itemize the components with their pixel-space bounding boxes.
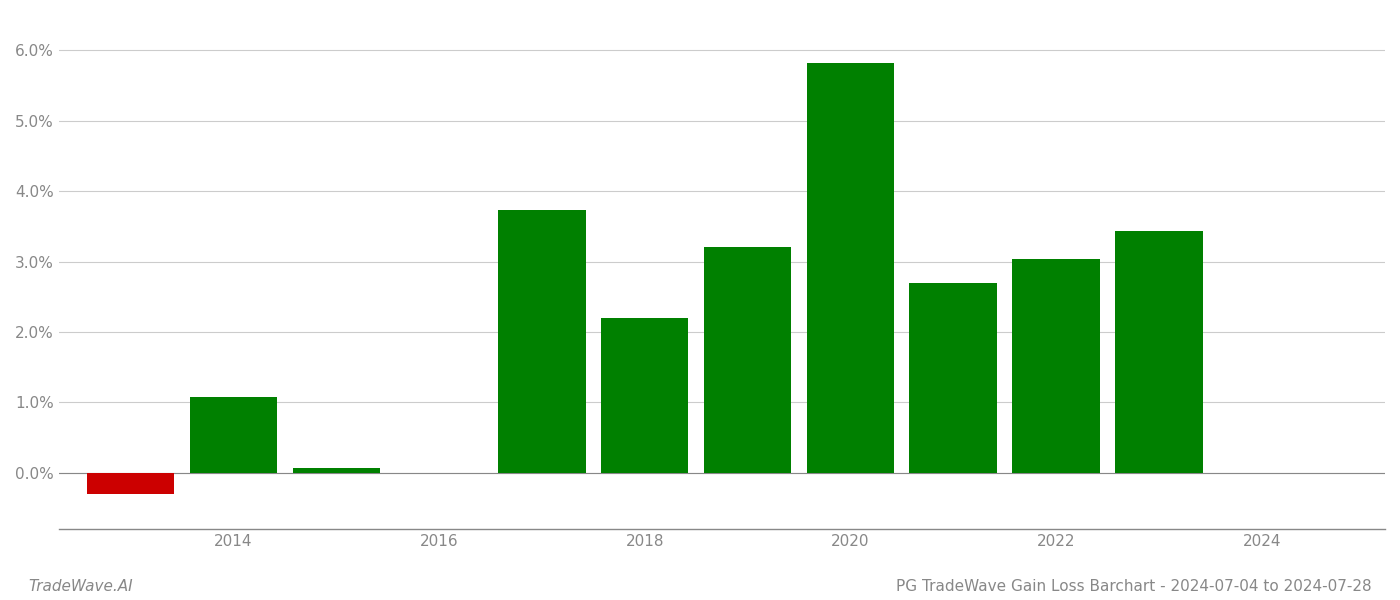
Bar xyxy=(87,473,175,494)
Bar xyxy=(806,63,895,473)
Text: TradeWave.AI: TradeWave.AI xyxy=(28,579,133,594)
Text: PG TradeWave Gain Loss Barchart - 2024-07-04 to 2024-07-28: PG TradeWave Gain Loss Barchart - 2024-0… xyxy=(896,579,1372,594)
Bar xyxy=(498,210,585,473)
Bar xyxy=(704,247,791,473)
Bar xyxy=(1116,231,1203,473)
Bar xyxy=(1012,259,1099,473)
Bar xyxy=(601,318,689,473)
Bar xyxy=(190,397,277,473)
Bar xyxy=(293,468,379,473)
Bar xyxy=(910,283,997,473)
